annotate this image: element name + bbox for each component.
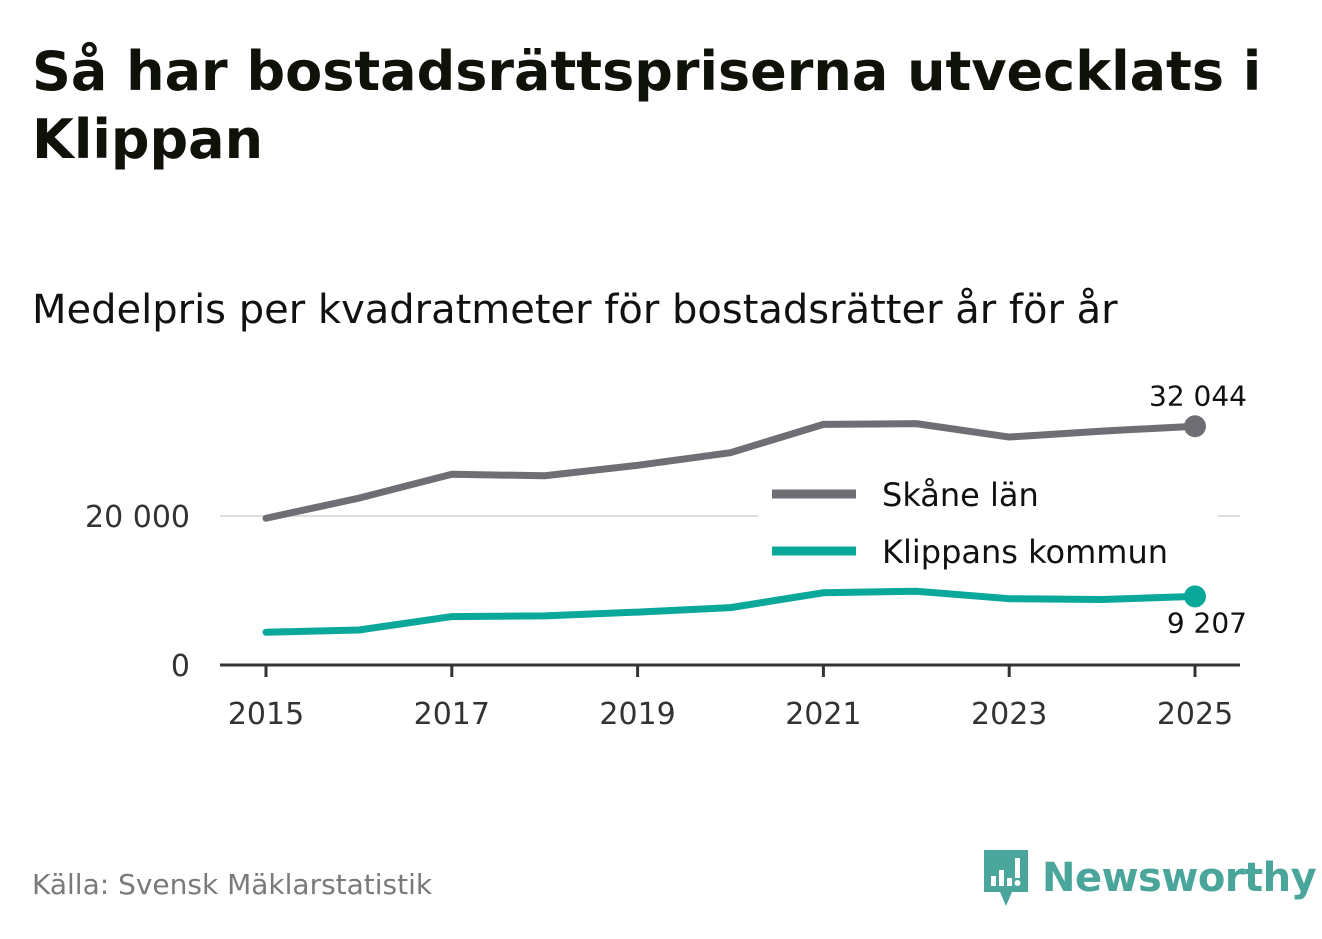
chart-title: Så har bostadsrättspriserna utvecklats i… (32, 40, 1262, 171)
x-tick-label: 2017 (414, 697, 490, 732)
line-chart: 0 20 000 2015 2017 2019 2021 2023 2025 Skåne lä… (85, 379, 1247, 732)
legend-background (758, 462, 1218, 582)
series-line-skane-lan (262, 420, 1199, 522)
y-tick-label: 0 (171, 649, 190, 684)
newsworthy-logo: Newsworthy (982, 848, 1317, 908)
y-tick-label: 20 000 (85, 500, 190, 535)
series-end-point (1184, 415, 1206, 438)
series-end-point (1184, 585, 1206, 608)
source-note: Källa: Svensk Mäklarstatistik (32, 868, 433, 901)
newsworthy-brand-name: Newsworthy (1042, 855, 1317, 901)
end-value-label: 9 207 (1167, 606, 1247, 639)
x-tick-label: 2015 (228, 697, 304, 732)
chart-subtitle: Medelpris per kvadratmeter för bostadsrä… (32, 287, 1118, 333)
end-value-label: 32 044 (1149, 379, 1247, 412)
legend-label: Skåne län (882, 476, 1039, 514)
x-tick-label: 2021 (785, 697, 861, 732)
series-line-klippans-kommun (262, 587, 1199, 636)
newsworthy-logo-icon (984, 850, 1028, 906)
x-tick-label: 2023 (971, 697, 1047, 732)
x-tick-label: 2025 (1157, 697, 1233, 732)
legend-label: Klippans kommun (882, 533, 1168, 571)
x-tick-label: 2019 (599, 697, 675, 732)
